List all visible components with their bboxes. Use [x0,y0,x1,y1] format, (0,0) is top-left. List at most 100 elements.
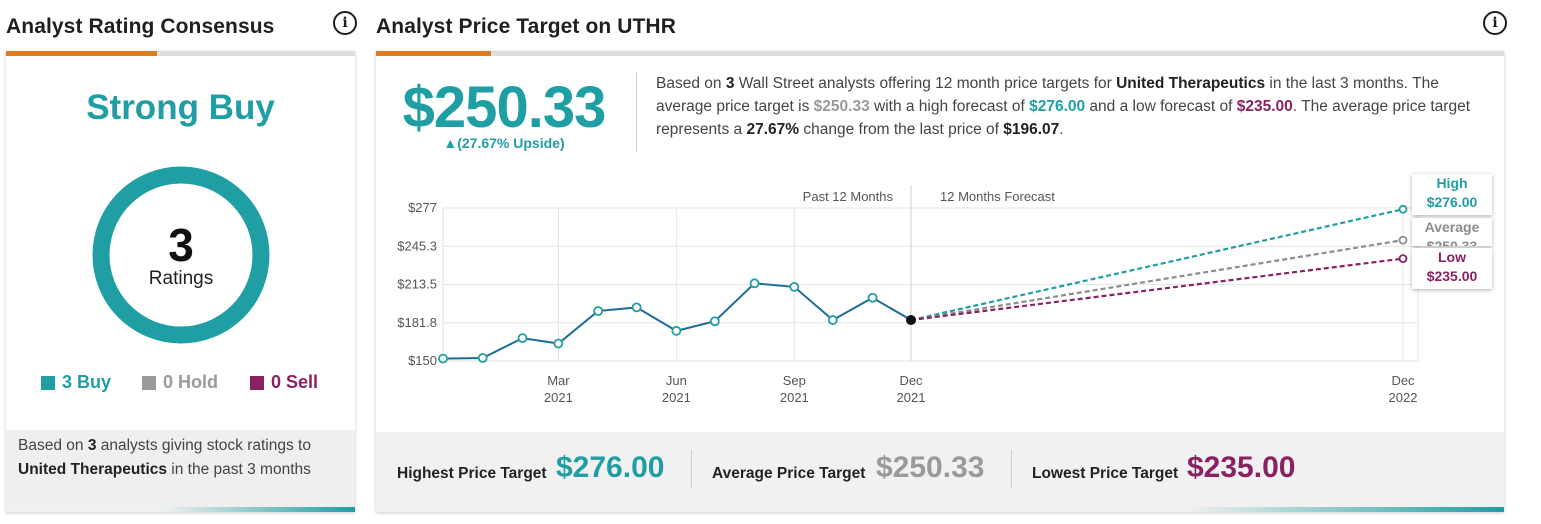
legend-sell-swatch [250,375,264,390]
y-tick-label: $245.3 [397,238,437,253]
rating-card-bottom-bar [6,507,355,512]
high-forecast-title: High [1436,175,1468,191]
summary-average: $250.33 [813,98,870,115]
forecast-line-high [910,208,1404,322]
past-12-months-label: Past 12 Months [803,189,894,204]
consensus-rating: Strong Buy [86,88,275,127]
upside-indicator: ▲(27.67% Upside) [443,135,565,151]
stat-divider-1 [691,450,692,488]
x-tick-year: 2021 [662,390,691,405]
summary-divider [636,72,637,152]
highest-target-value: $276.00 [556,451,665,484]
lowest-target-value: $235.00 [1187,451,1296,484]
summary-low: $235.00 [1236,98,1293,115]
donut-buy-arc [92,166,270,344]
x-tick-month: Mar [547,373,570,388]
price-history-point [593,306,604,316]
forecast-line-low [910,257,1404,322]
footnote-text-3: in the past 3 months [167,460,311,478]
legend-buy-label: 3 Buy [62,372,112,392]
price-target-stats-bar [376,432,1504,507]
legend-buy: 3 Buy [41,372,111,393]
low-forecast-title: Low [1438,249,1466,265]
high-forecast-value: $276.00 [1426,194,1478,210]
legend-sell: 0 Sell [250,372,318,393]
summary-text-5: and a low forecast of [1085,98,1237,115]
summary-analyst-count: 3 [725,75,735,92]
current-price-point [906,315,916,326]
stat-divider-2 [1011,450,1012,488]
footnote-text-2: analysts giving stock ratings to [96,437,311,454]
summary-change: 27.67% [746,121,800,138]
legend-sell-label: 0 Sell [271,372,319,392]
summary-high: $276.00 [1029,98,1086,115]
highest-target-label: Highest Price Target [397,465,547,482]
forecast-section-label: 12 Months Forecast [940,189,1055,204]
x-tick-month: Dec [899,373,923,388]
average-target-value: $250.33 [876,451,985,484]
x-tick-year: 2021 [780,390,809,405]
summary-text-6: . The average price target represents a [656,98,1471,138]
price-history-point [438,353,448,364]
price-history-point [827,315,838,325]
y-tick-label: $181.8 [397,315,437,330]
ratings-count: 3 [168,219,194,271]
price-history-point [671,325,682,336]
average-forecast-value: $250.33 [1426,238,1478,246]
footnote-text-1: Based on [18,437,88,454]
footnote-analyst-count: 3 [87,437,97,454]
summary-company: United Therapeutics [1116,75,1266,92]
rating-footnote: Based on 3 analysts giving stock ratings… [6,430,355,507]
legend-hold-swatch [142,375,156,390]
summary-text-2: Wall Street analysts offering 12 month p… [734,75,1117,92]
price-card-bottom-bar [376,507,1504,512]
summary-text-4: with a high forecast of [869,98,1030,115]
price-history-line [442,282,912,360]
price-history-point [749,278,760,289]
price-history-point [477,353,488,363]
forecast-end-point-average [1398,235,1408,245]
x-tick-month: Jun [666,373,687,388]
legend-buy-swatch [41,375,55,390]
average-forecast-title: Average [1424,219,1480,235]
price-target-chart: $277 $245.3 $213.5 $181.8 $150 Mar 2021 Jun 2021… [397,185,1419,405]
rating-consensus-title: Analyst Rating Consensus [6,15,275,38]
price-history-point [867,292,878,303]
average-price-target: $250.33 [402,75,607,140]
summary-last-price: $196.07 [1003,121,1060,138]
price-history-point [553,338,564,349]
high-forecast-label: High $276.00 [1412,174,1492,215]
rating-info-icon[interactable]: i [333,11,357,35]
x-tick-year: 2021 [544,390,573,405]
forecast-line-average [910,239,1404,322]
average-forecast-label: Average $250.33 [1412,218,1492,246]
summary-text-3: in the last 3 months. The average price … [656,75,1439,115]
y-tick-label: $213.5 [397,277,437,292]
low-forecast-label: Low $235.00 [1412,248,1492,289]
rating-card-topbar [6,51,355,56]
x-tick-month: Dec [1391,373,1415,388]
x-tick-year: 2022 [1389,390,1418,405]
summary-text-8: . [1059,121,1064,138]
low-forecast-value: $235.00 [1426,268,1478,284]
y-tick-label: $150 [408,353,437,368]
legend-hold: 0 Hold [142,372,218,393]
ratings-count-label: Ratings [148,268,214,289]
average-target-label: Average Price Target [712,465,866,482]
lowest-target-label: Lowest Price Target [1032,465,1179,482]
x-tick-year: 2021 [897,390,926,405]
price-history-point [517,333,528,344]
footnote-company: United Therapeutics [18,460,167,478]
price-target-title: Analyst Price Target on UTHR [376,15,676,38]
price-history-point [631,302,642,313]
ratings-donut [92,166,270,344]
forecast-end-point-high [1398,204,1408,214]
price-history-point [709,316,720,327]
forecast-end-point-low [1398,254,1408,263]
x-tick-month: Sep [783,373,806,388]
price-target-info-icon[interactable]: i [1483,11,1507,35]
price-history-point [789,282,800,292]
y-tick-label: $277 [408,200,437,215]
summary-text-7: change from the last price of [799,121,1004,138]
legend-hold-label: 0 Hold [163,372,219,392]
